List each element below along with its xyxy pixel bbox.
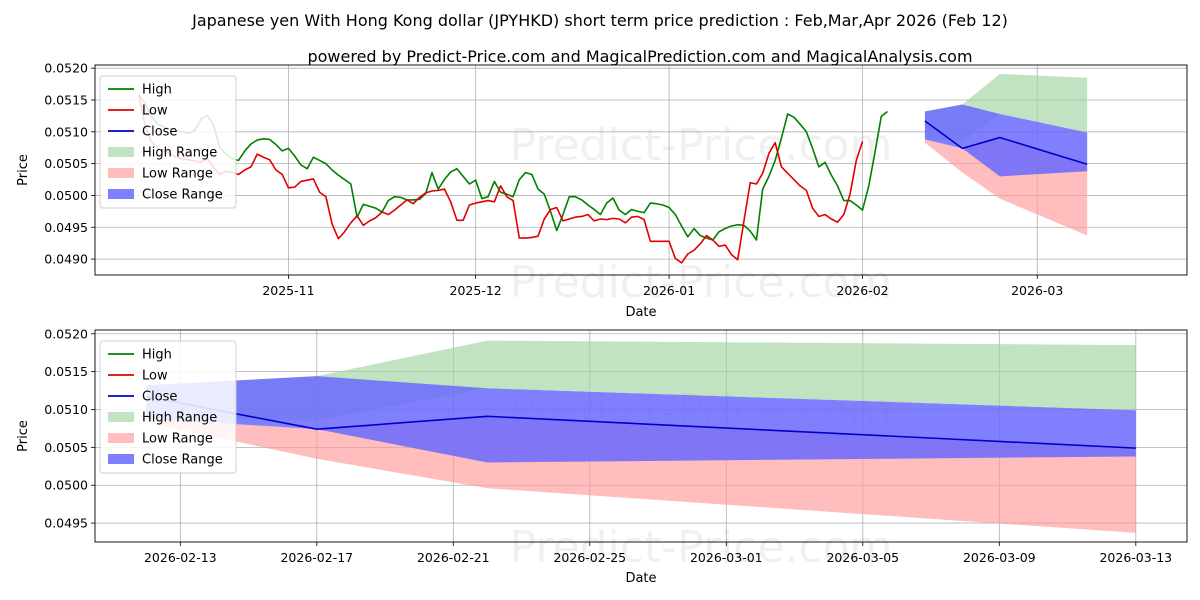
forecast-panel: Predict-Price.comPredict-Price.com2026-0… — [16, 326, 1188, 586]
legend-label: Low — [142, 104, 168, 119]
legend-label: Low Range — [142, 167, 213, 182]
y-tick-label: 0.0510 — [44, 124, 88, 139]
y-tick-label: 0.0505 — [44, 156, 88, 171]
x-tick-label: 2026-03-05 — [826, 550, 899, 565]
y-tick-label: 0.0520 — [44, 326, 88, 341]
y-tick-label: 0.0495 — [44, 220, 88, 235]
series-line-high — [138, 94, 888, 241]
y-tick-label: 0.0495 — [44, 516, 88, 531]
legend-label: High — [142, 348, 172, 363]
y-axis-label: Price — [16, 154, 31, 186]
y-tick-label: 0.0520 — [44, 61, 88, 76]
watermark-text: Predict-Price.com — [510, 257, 893, 308]
range-band-close-range — [146, 376, 1136, 463]
legend-label: High Range — [142, 411, 217, 426]
chart-subtitle: powered by Predict-Price.com and Magical… — [307, 47, 972, 66]
y-tick-label: 0.0515 — [44, 93, 88, 108]
legend-swatch-high-range — [108, 412, 134, 422]
x-tick-label: 2026-03 — [1011, 283, 1063, 298]
y-axis-label: Price — [16, 420, 31, 452]
series-line-close — [924, 120, 1088, 166]
y-tick-label: 0.0500 — [44, 188, 88, 203]
legend-label: Close Range — [142, 453, 223, 468]
legend-swatch-low-range — [108, 433, 134, 443]
x-tick-label: 2026-02-13 — [144, 550, 217, 565]
chart-title: Japanese yen With Hong Kong dollar (JPYH… — [191, 11, 1008, 30]
watermark-text: Predict-Price.com — [510, 522, 893, 573]
legend-swatch-low-range — [108, 168, 134, 178]
x-tick-label: 2026-02-17 — [280, 550, 353, 565]
legend-label: Close — [142, 125, 177, 140]
y-tick-label: 0.0505 — [44, 440, 88, 455]
axes-frame — [94, 64, 1188, 276]
x-tick-label: 2026-03-13 — [1099, 550, 1172, 565]
legend-swatch-close-range — [108, 189, 134, 199]
series-line-low — [137, 94, 864, 264]
y-tick-label: 0.0510 — [44, 402, 88, 417]
x-tick-label: 2026-01 — [643, 283, 695, 298]
x-tick-label: 2026-02-21 — [417, 550, 490, 565]
legend-label: Low Range — [142, 432, 213, 447]
legend-swatch-high-range — [108, 147, 134, 157]
x-tick-label: 2026-03-09 — [963, 550, 1036, 565]
legend-label: Low — [142, 369, 168, 384]
x-axis-label: Date — [625, 571, 656, 586]
x-tick-label: 2025-12 — [450, 283, 502, 298]
x-axis-label: Date — [625, 305, 656, 320]
y-tick-label: 0.0515 — [44, 364, 88, 379]
x-tick-label: 2026-02 — [836, 283, 888, 298]
axes-frame — [94, 329, 1188, 543]
x-tick-label: 2025-11 — [262, 283, 314, 298]
y-tick-label: 0.0500 — [44, 478, 88, 493]
legend-label: Close — [142, 390, 177, 405]
history-panel: Predict-Price.com Predict-Price.com 2025-1… — [16, 61, 1188, 320]
range-band-close-range — [924, 104, 1088, 177]
legend-swatch-close-range — [108, 454, 134, 464]
x-tick-label: 2026-02-25 — [553, 550, 626, 565]
legend-label: High — [142, 83, 172, 98]
watermark-text: Predict-Price.com — [510, 120, 893, 171]
legend-label: High Range — [142, 146, 217, 161]
legend-label: Close Range — [142, 188, 223, 203]
x-tick-label: 2026-03-01 — [690, 550, 763, 565]
y-tick-label: 0.0490 — [44, 252, 88, 267]
